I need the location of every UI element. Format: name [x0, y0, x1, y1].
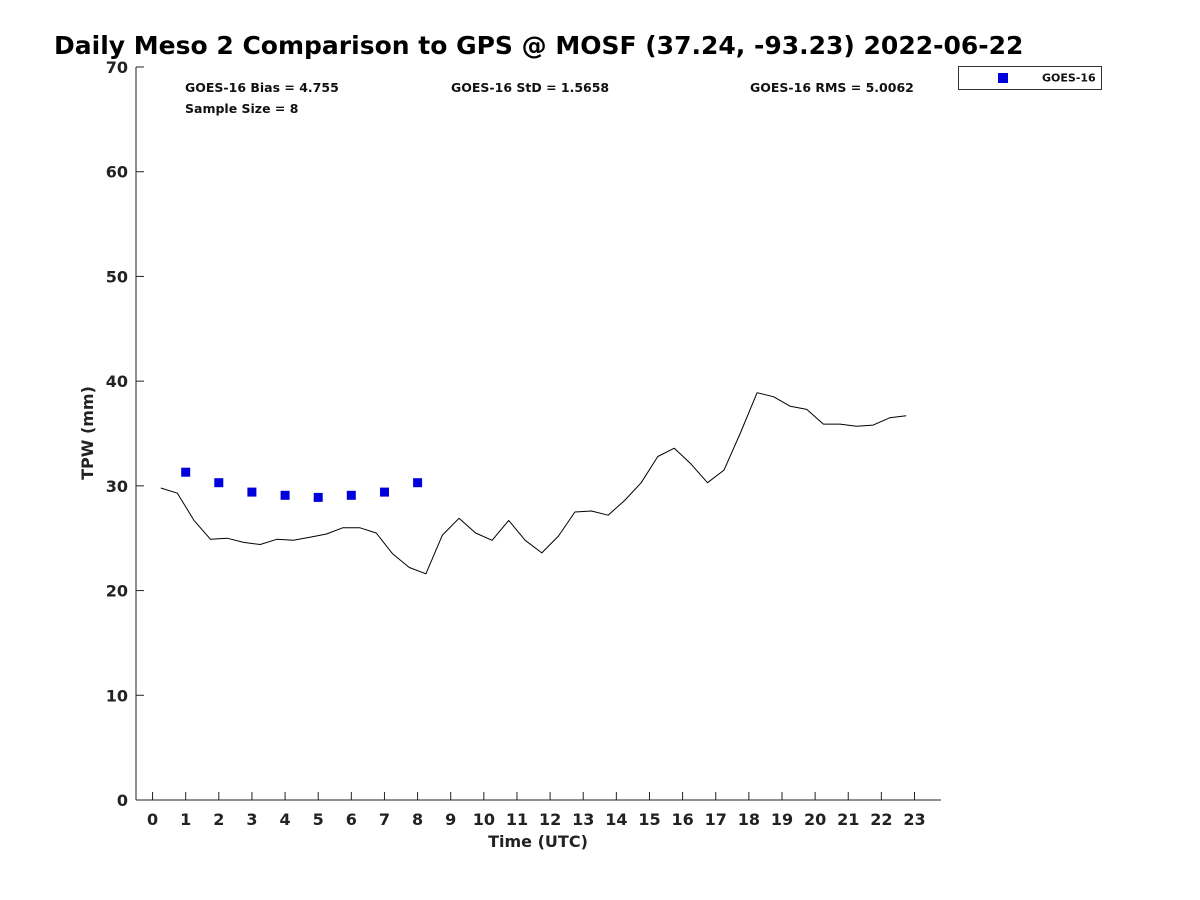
x-tick-label: 13	[572, 810, 594, 829]
x-tick-label: 1	[180, 810, 191, 829]
x-tick-label: 4	[280, 810, 291, 829]
x-tick-label: 2	[213, 810, 224, 829]
x-tick-label: 14	[605, 810, 627, 829]
stat-sample-size: Sample Size = 8	[185, 101, 298, 116]
x-tick-label: 16	[671, 810, 693, 829]
x-tick-label: 10	[473, 810, 495, 829]
y-tick-label: 0	[117, 791, 128, 810]
x-tick-label: 6	[346, 810, 357, 829]
legend-marker-goes16	[998, 73, 1008, 83]
y-tick-label: 70	[106, 58, 128, 77]
y-tick-label: 60	[106, 163, 128, 182]
x-tick-label: 18	[738, 810, 760, 829]
goes16-point	[380, 487, 389, 497]
x-tick-label: 5	[313, 810, 324, 829]
x-tick-label: 7	[379, 810, 390, 829]
x-tick-label: 11	[506, 810, 528, 829]
stat-rms: GOES-16 RMS = 5.0062	[750, 80, 914, 95]
goes16-point	[346, 490, 356, 500]
x-tick-label: 15	[638, 810, 660, 829]
gps-tpw-line	[160, 392, 907, 575]
y-axis-label: TPW (mm)	[78, 386, 97, 480]
x-tick-label: 23	[903, 810, 925, 829]
x-tick-label: 12	[539, 810, 561, 829]
x-tick-label: 3	[246, 810, 257, 829]
x-tick-label: 20	[804, 810, 826, 829]
goes16-point	[313, 492, 323, 502]
series-layer	[160, 392, 907, 575]
x-tick-label: 17	[705, 810, 727, 829]
legend-label-goes16: GOES-16	[1042, 72, 1096, 85]
goes16-point	[214, 478, 224, 488]
chart-title: Daily Meso 2 Comparison to GPS @ MOSF (3…	[54, 31, 1023, 60]
y-tick-label: 40	[106, 372, 128, 391]
x-tick-label: 8	[412, 810, 423, 829]
y-tick-label: 20	[106, 582, 128, 601]
legend: GOES-16	[958, 66, 1102, 90]
x-tick-label: 19	[771, 810, 793, 829]
x-axis-label: Time (UTC)	[488, 832, 588, 851]
stat-bias: GOES-16 Bias = 4.755	[185, 80, 339, 95]
x-tick-label: 21	[837, 810, 859, 829]
y-tick-label: 10	[106, 686, 128, 705]
goes16-point	[413, 478, 423, 488]
goes16-point	[181, 467, 191, 477]
x-tick-label: 22	[870, 810, 892, 829]
x-tick-label: 0	[147, 810, 158, 829]
x-tick-label: 9	[445, 810, 456, 829]
goes16-point	[280, 490, 290, 500]
legend-box	[958, 66, 1102, 90]
stat-std: GOES-16 StD = 1.5658	[451, 80, 609, 95]
y-tick-label: 50	[106, 267, 128, 286]
goes16-point	[247, 487, 257, 497]
y-tick-label: 30	[106, 477, 128, 496]
